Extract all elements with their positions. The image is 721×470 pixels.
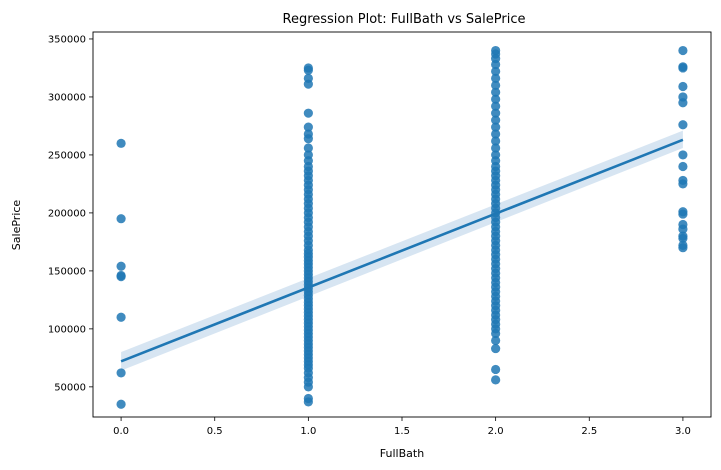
data-point (491, 87, 501, 97)
y-tick-label: 50000 (54, 382, 86, 393)
data-point (678, 243, 688, 253)
chart-title: Regression Plot: FullBath vs SalePrice (283, 12, 526, 27)
data-point (116, 399, 126, 409)
x-tick-label: 2.0 (488, 426, 504, 437)
data-point (116, 261, 126, 271)
data-point (678, 233, 688, 244)
data-point (491, 129, 501, 139)
data-point (303, 143, 313, 153)
x-tick-label: 0.5 (207, 426, 223, 437)
data-point (678, 150, 688, 160)
x-tick-label: 2.5 (581, 426, 597, 437)
data-point (491, 108, 501, 118)
data-point (303, 79, 313, 89)
data-point (116, 312, 126, 322)
x-axis: 0.0 0.5 1.0 1.5 2.0 2.5 3.0 (113, 417, 691, 437)
data-point (491, 143, 501, 153)
x-axis-label: FullBath (380, 447, 424, 460)
data-point (678, 224, 688, 234)
data-point (491, 364, 501, 375)
data-point (491, 101, 501, 111)
data-point (491, 335, 501, 346)
data-point (491, 94, 501, 104)
data-point (491, 136, 501, 146)
y-tick-label: 200000 (48, 208, 86, 219)
data-point (678, 81, 688, 92)
y-tick-label: 300000 (48, 92, 86, 103)
y-axis-label: SalePrice (10, 200, 23, 251)
x-tick-label: 0.0 (113, 426, 129, 437)
data-point (303, 122, 313, 132)
data-point (678, 120, 688, 130)
data-point (116, 138, 126, 148)
data-point (491, 328, 501, 339)
data-point (678, 45, 688, 56)
data-point (303, 65, 313, 75)
data-point (491, 66, 501, 77)
data-point (491, 73, 501, 83)
y-tick-label: 250000 (48, 150, 86, 161)
data-point (491, 343, 501, 354)
y-axis: 50000 100000 150000 200000 250000 300000 35000… (48, 34, 93, 393)
data-point (303, 397, 313, 407)
y-tick-label: 100000 (48, 324, 86, 335)
data-point (491, 375, 501, 385)
data-point (491, 115, 501, 125)
regression-line (120, 138, 684, 363)
data-point (303, 382, 313, 392)
data-point (491, 59, 501, 70)
data-point (678, 98, 688, 108)
y-tick-label: 150000 (48, 266, 86, 277)
data-point (678, 161, 688, 172)
data-point (116, 214, 126, 224)
data-point (491, 122, 501, 132)
data-point (303, 108, 313, 118)
data-point (491, 80, 501, 90)
x-tick-label: 1.5 (394, 426, 410, 437)
data-point (303, 134, 313, 144)
x-tick-label: 1.0 (300, 426, 316, 437)
y-tick-label: 350000 (48, 34, 86, 45)
data-point (116, 368, 126, 378)
data-point (116, 272, 126, 282)
data-point (678, 179, 688, 189)
data-point (678, 209, 688, 219)
plot-area (116, 45, 688, 409)
data-point (678, 63, 688, 73)
x-tick-label: 3.0 (675, 426, 691, 437)
